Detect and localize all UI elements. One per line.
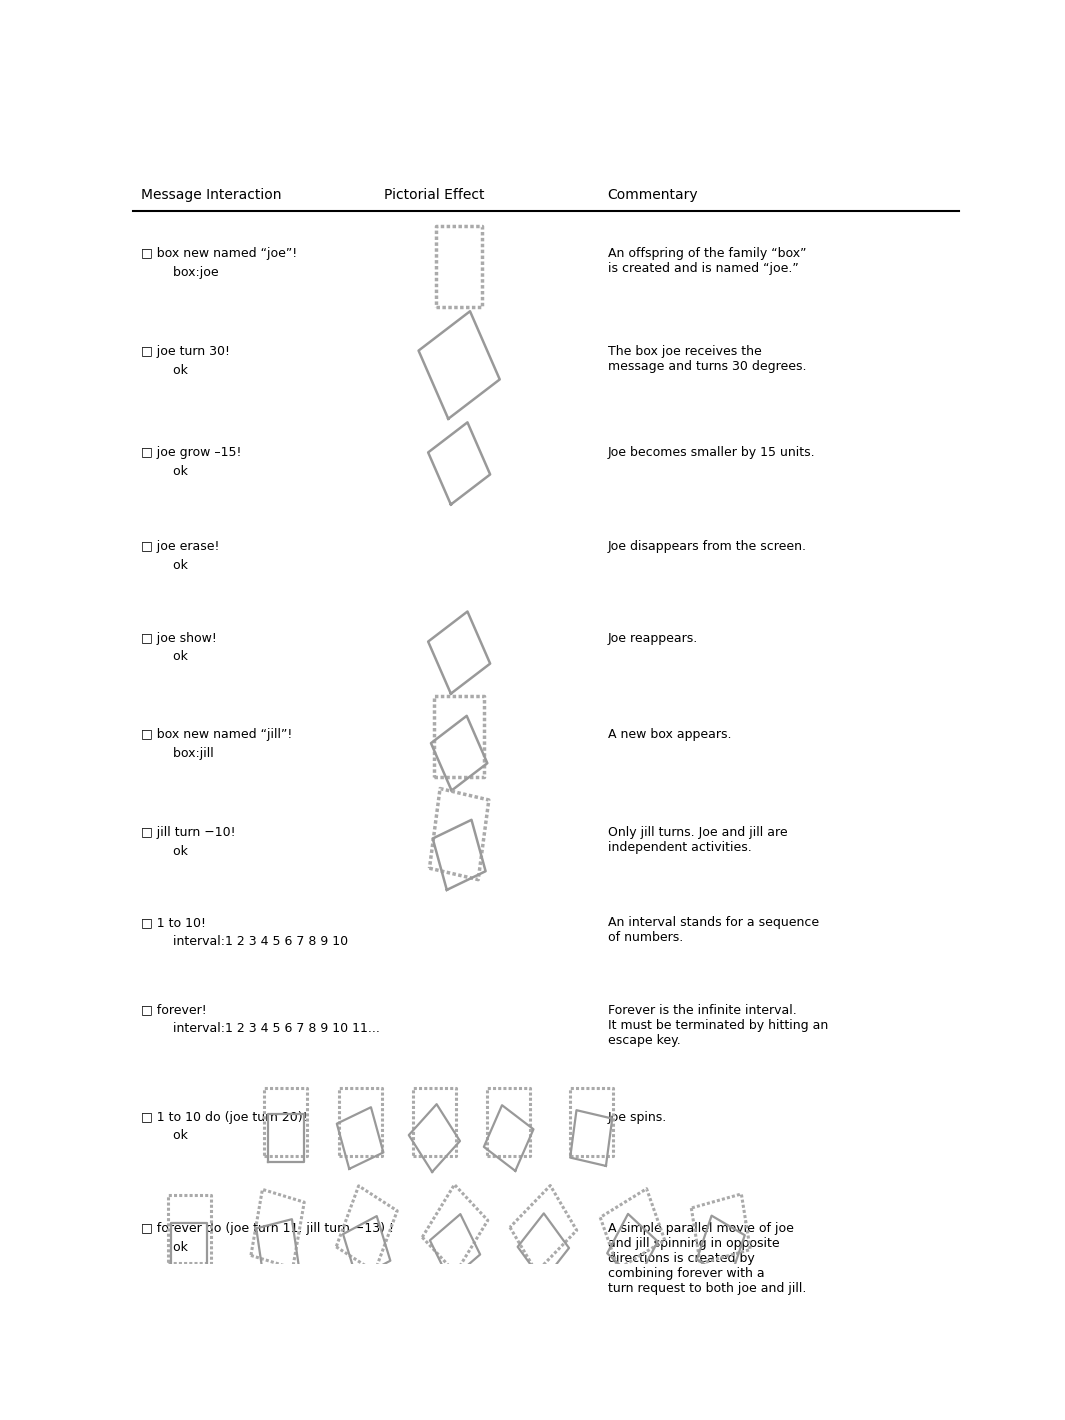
Text: interval:1 2 3 4 5 6 7 8 9 10: interval:1 2 3 4 5 6 7 8 9 10 — [142, 934, 348, 947]
Text: An offspring of the family “box”
is created and is named “joe.”: An offspring of the family “box” is crea… — [608, 247, 806, 275]
Text: □ box new named “joe”!: □ box new named “joe”! — [142, 247, 297, 260]
Text: ok: ok — [142, 1129, 189, 1142]
Text: ok: ok — [142, 558, 189, 572]
Text: □ joe grow –15!: □ joe grow –15! — [142, 446, 242, 459]
Text: ok: ok — [142, 845, 189, 858]
Text: Commentary: Commentary — [608, 187, 699, 202]
Text: A new box appears.: A new box appears. — [608, 728, 732, 741]
Text: box:jill: box:jill — [142, 747, 214, 760]
Text: A simple parallel movie of joe
and jill spinning in opposite
directions is creat: A simple parallel movie of joe and jill … — [608, 1223, 806, 1295]
Text: □ box new named “jill”!: □ box new named “jill”! — [142, 728, 293, 741]
Text: Message Interaction: Message Interaction — [142, 187, 282, 202]
Text: □ forever!: □ forever! — [142, 1004, 207, 1017]
Text: Joe disappears from the screen.: Joe disappears from the screen. — [608, 540, 806, 552]
Text: □ joe show!: □ joe show! — [142, 632, 217, 645]
Text: Joe spins.: Joe spins. — [608, 1110, 667, 1123]
Text: Forever is the infinite interval.
It must be terminated by hitting an
escape key: Forever is the infinite interval. It mus… — [608, 1004, 828, 1047]
Text: ok: ok — [142, 1241, 189, 1254]
Text: □ 1 to 10!: □ 1 to 10! — [142, 916, 207, 929]
Text: ok: ok — [142, 464, 189, 477]
Text: box:joe: box:joe — [142, 266, 219, 278]
Text: Only jill turns. Joe and jill are
independent activities.: Only jill turns. Joe and jill are indepe… — [608, 826, 787, 855]
Text: □ jill turn −10!: □ jill turn −10! — [142, 826, 236, 839]
Text: Pictorial Effect: Pictorial Effect — [384, 187, 485, 202]
Text: Joe reappears.: Joe reappears. — [608, 632, 698, 645]
Text: □ joe turn 30!: □ joe turn 30! — [142, 345, 230, 358]
Text: Joe becomes smaller by 15 units.: Joe becomes smaller by 15 units. — [608, 446, 816, 459]
Text: □ joe erase!: □ joe erase! — [142, 540, 219, 552]
Text: ok: ok — [142, 650, 189, 663]
Text: □ 1 to 10 do (joe turn 20)!: □ 1 to 10 do (joe turn 20)! — [142, 1110, 308, 1123]
Text: An interval stands for a sequence
of numbers.: An interval stands for a sequence of num… — [608, 916, 819, 944]
Text: □ forever do (joe turn 11. jill turn −13) !: □ forever do (joe turn 11. jill turn −13… — [142, 1223, 394, 1235]
Text: ok: ok — [142, 364, 189, 376]
Text: interval:1 2 3 4 5 6 7 8 9 10 11...: interval:1 2 3 4 5 6 7 8 9 10 11... — [142, 1022, 380, 1035]
Text: The box joe receives the
message and turns 30 degrees.: The box joe receives the message and tur… — [608, 345, 806, 373]
